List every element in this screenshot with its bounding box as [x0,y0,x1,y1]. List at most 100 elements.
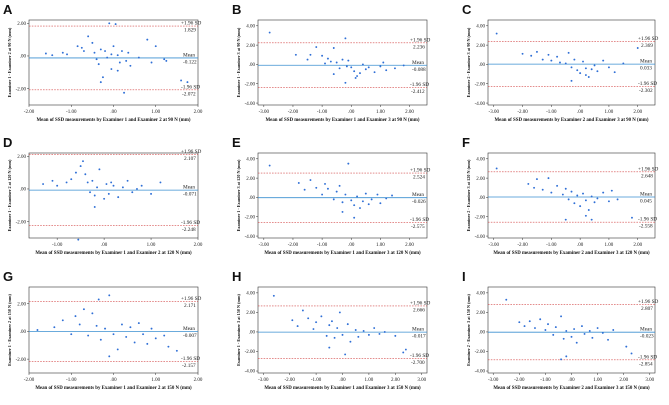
data-point [404,348,407,351]
data-point [367,66,370,69]
data-point [79,165,82,168]
x-tick-label: .00 [339,378,346,383]
data-point [535,178,538,181]
y-tick-label: -4.00 [245,235,256,240]
y-tick-label: .00 [479,331,486,336]
data-point [131,191,134,194]
panel-letter: D [3,135,12,150]
data-point [74,315,77,318]
data-point [539,318,542,321]
data-point [329,60,332,63]
plot-frame [257,286,428,374]
y-tick-label: 2.00 [17,302,26,307]
data-point [136,188,138,190]
data-point [341,58,344,61]
data-point [636,47,639,49]
data-point [361,200,364,203]
data-point [93,51,96,54]
x-tick-label: .00 [577,110,584,115]
y-axis-label: Examiner 1 - Examiner 2 at 150 N (mm) [7,294,12,366]
data-point [98,168,101,171]
data-point [564,62,567,65]
data-point [518,321,521,324]
data-point [76,45,79,48]
data-point [93,205,96,208]
data-point [291,319,294,322]
lower-loa-value: -2.157 [182,363,196,369]
data-point [582,192,584,195]
data-point [315,186,318,189]
y-tick-label: .00 [249,63,256,68]
y-tick-label: -2.00 [245,350,256,355]
data-point [622,62,625,65]
mean-label: Mean [640,191,652,197]
data-point [296,325,299,328]
data-point [530,54,533,57]
mean-value: -0.088 [412,67,426,73]
data-point [550,59,553,62]
data-point [357,335,360,338]
data-point [393,67,396,70]
lower-loa-value: -2.412 [411,89,425,95]
lower-loa-value: -2.854 [639,361,653,367]
x-tick-label: 1.00 [151,110,160,115]
x-tick-label: 1.00 [365,378,374,383]
data-point [175,349,178,352]
data-point [321,54,324,57]
lower-loa-value: -2.302 [639,88,653,94]
y-tick-label: .00 [249,331,256,336]
data-point [575,341,578,344]
data-point [306,58,309,61]
data-point [356,75,359,77]
data-point [561,193,564,196]
data-point [385,69,388,72]
y-tick-label: 4.00 [246,24,255,29]
data-point [70,333,73,336]
data-point [353,204,356,207]
data-point [121,323,123,326]
panel-a: A -2.00 .00 2.00 -2.00 -1.00 .00 1.00 2.00 +1.96 … [3,2,203,123]
plot-frame [257,152,428,239]
panel-letter: F [462,135,470,150]
data-point [373,327,376,329]
data-point [104,327,107,330]
x-tick-label: .00 [568,378,575,383]
x-tick-label: -1.00 [540,378,551,383]
x-tick-label: -1.00 [66,378,77,383]
mean-value: -0.122 [183,59,197,65]
data-point [354,329,357,331]
upper-loa-value: 2.171 [184,303,196,309]
data-point [101,76,104,79]
data-point [364,68,367,71]
data-point [97,63,100,66]
data-point [338,184,341,187]
plot-frame [487,19,656,106]
data-point [110,68,113,70]
data-point [44,52,47,55]
lower-loa-value: -2.248 [182,227,196,233]
data-point [137,56,140,59]
data-point [607,338,609,341]
data-point [110,53,113,56]
lower-loa-value: -2.558 [639,224,653,230]
data-point [367,203,370,206]
upper-loa-value: 2.648 [641,173,653,179]
data-point [91,179,94,182]
data-point [402,351,405,354]
data-point [341,333,344,336]
y-tick-label: -4.00 [475,102,486,107]
data-point [99,81,102,84]
upper-loa-label: +1.96 SD [181,296,202,302]
x-tick-label: -2.00 [284,378,295,383]
y-tick-label: -4.00 [475,370,486,375]
x-tick-label: 1.00 [593,378,602,383]
data-point [272,294,275,297]
y-tick-label: 2.00 [246,311,255,316]
x-tick-label: 1.00 [376,243,385,248]
x-tick-label: -2.00 [514,378,525,383]
data-point [163,334,166,337]
data-point [579,72,582,75]
upper-loa-label: +1.96 SD [638,36,659,42]
x-tick-label: -1.00 [317,243,328,248]
y-axis-label: Examiner 1 - Examiner 3 at 90 N (mm) [236,27,241,97]
